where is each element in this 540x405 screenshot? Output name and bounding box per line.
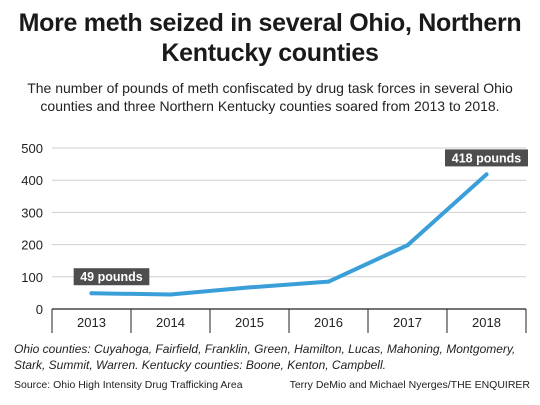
chart-source: Source: Ohio High Intensity Drug Traffic… [14, 379, 243, 391]
x-tick-label: 2013 [77, 315, 106, 330]
y-tick-label: 0 [36, 302, 43, 317]
chart-note: Ohio counties: Cuyahoga, Fairfield, Fran… [14, 342, 516, 372]
line-chart: 0 100 200 300 400 500 2013 2014 2015 2016 2017 2018… [21, 141, 528, 333]
chart-title: More meth seized in several Ohio, Northe… [0, 8, 540, 68]
y-tick-label: 400 [21, 173, 43, 188]
y-tick-label: 100 [21, 270, 43, 285]
data-point [247, 285, 252, 290]
data-point [405, 243, 410, 248]
y-tick-label: 500 [21, 141, 43, 156]
data-point [89, 291, 94, 296]
x-tick-label: 2018 [472, 315, 501, 330]
chart-title-text: More meth seized in several Ohio, Northe… [18, 9, 522, 67]
annotation-label: 418 pounds [452, 151, 522, 165]
y-tick-label: 300 [21, 205, 43, 220]
chart-credit: Terry DeMio and Michael Nyerges/THE ENQU… [289, 379, 530, 391]
annotation-label: 49 pounds [80, 270, 143, 284]
series-line [89, 172, 489, 297]
data-point [168, 292, 173, 297]
x-tick-label: 2015 [235, 315, 264, 330]
data-point [326, 279, 331, 284]
annotation-box [73, 268, 150, 286]
annotation-box [445, 149, 528, 167]
chart-subtitle: The number of pounds of meth confiscated… [27, 80, 513, 114]
x-tick-label: 2017 [393, 315, 422, 330]
x-tick-label: 2016 [314, 315, 343, 330]
data-point [484, 172, 489, 177]
y-tick-label: 200 [21, 238, 43, 253]
x-tick-label: 2014 [156, 315, 185, 330]
